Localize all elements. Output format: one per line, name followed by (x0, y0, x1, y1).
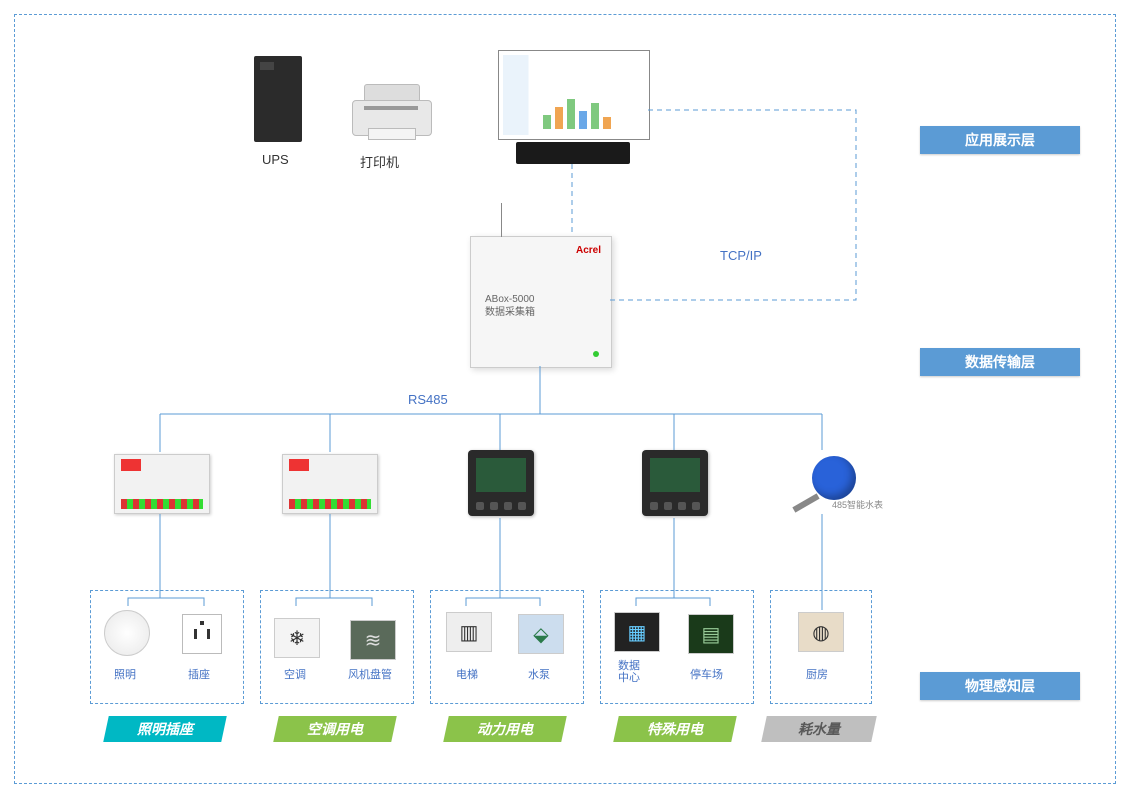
badge-lighting: 照明插座 (103, 716, 227, 742)
din-meter-2 (282, 454, 378, 514)
badge-ac: 空调用电 (273, 716, 397, 742)
abox-device: Acrel ABox-5000数据采集箱 (470, 236, 612, 368)
diagram-canvas: 应用展示层 数据传输层 物理感知层 UPS 打印机 Acrel ABox-500… (0, 0, 1131, 799)
badge-water: 耗水量 (761, 716, 877, 742)
item-socket-label: 插座 (188, 666, 210, 682)
item-kitchen-label: 厨房 (806, 666, 828, 682)
item-ac: ❄ (274, 618, 320, 658)
item-park-label: 停车场 (690, 666, 723, 682)
layer-badge-app: 应用展示层 (920, 126, 1080, 154)
item-pump: ⬙ (518, 614, 564, 654)
item-fan: ≋ (350, 620, 396, 660)
item-ac-label: 空调 (284, 666, 306, 682)
badge-power: 动力用电 (443, 716, 567, 742)
panel-meter-2 (642, 450, 708, 516)
din-meter-1 (114, 454, 210, 514)
item-socket (182, 614, 222, 654)
printer-device (352, 84, 430, 139)
panel-meter-1 (468, 450, 534, 516)
layer-badge-phys: 物理感知层 (920, 672, 1080, 700)
item-dc-label: 数据 中心 (618, 660, 640, 684)
item-datacenter: ▦ (614, 612, 660, 652)
water-meter-note: 485智能水表 (832, 498, 883, 511)
item-elev-label: 电梯 (456, 666, 478, 682)
tcpip-label: TCP/IP (720, 248, 762, 263)
badge-special: 特殊用电 (613, 716, 737, 742)
ups-label: UPS (262, 152, 289, 167)
item-parking: ▤ (688, 614, 734, 654)
abox-model: ABox-5000数据采集箱 (485, 293, 535, 319)
item-fan-label: 风机盘管 (348, 666, 392, 682)
item-pump-label: 水泵 (528, 666, 550, 682)
item-elevator: ▥ (446, 612, 492, 652)
item-light (104, 610, 150, 656)
ups-device (254, 56, 302, 142)
abox-brand: Acrel (576, 245, 601, 256)
item-light-label: 照明 (114, 666, 136, 682)
item-kitchen: ◍ (798, 612, 844, 652)
layer-badge-data: 数据传输层 (920, 348, 1080, 376)
rs485-label: RS485 (408, 392, 448, 407)
printer-label: 打印机 (360, 152, 399, 171)
server-device (498, 50, 648, 150)
